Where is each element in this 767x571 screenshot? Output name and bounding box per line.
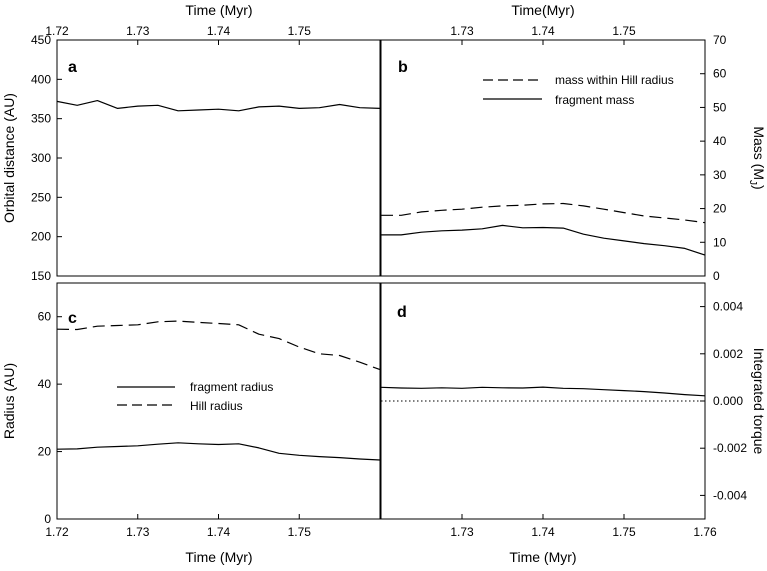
y-axis-title-integrated-torque: Integrated torque bbox=[751, 348, 767, 455]
panel-d-ytick-label: 0.002 bbox=[713, 347, 743, 361]
panel-d-ytick-label: 0.000 bbox=[713, 394, 743, 408]
panel-a-ytick-label: 400 bbox=[31, 72, 51, 86]
panel-b-series-mass-within-hill-radius bbox=[381, 202, 706, 224]
legend-b-fragment-mass: fragment mass bbox=[555, 93, 634, 107]
mass-label-sub: J bbox=[747, 180, 758, 185]
top-x-axis-title-right: Time(Myr) bbox=[511, 2, 574, 18]
panel-b-top-xtick-label: 1.73 bbox=[450, 24, 474, 38]
panel-b-series-fragment-mass bbox=[381, 224, 706, 256]
panel-b-top-xtick-label: 1.74 bbox=[531, 24, 555, 38]
panel-a-series-orbital-distance bbox=[56, 99, 381, 112]
panel-c-ytick-label: 60 bbox=[38, 310, 52, 324]
panel-d-xtick-label: 1.75 bbox=[612, 525, 636, 539]
panel-a-top-xtick-label: 1.72 bbox=[45, 24, 69, 38]
panel-c-xtick-label: 1.75 bbox=[288, 525, 312, 539]
panel-b-ytick-label: 0 bbox=[713, 269, 720, 283]
legend-c-hill-radius: Hill radius bbox=[190, 399, 243, 413]
panel-b-ytick-label: 10 bbox=[713, 235, 727, 249]
panel-a-ytick-label: 200 bbox=[31, 230, 51, 244]
mass-label-main: Mass (M bbox=[751, 126, 767, 180]
legend-panel-b: mass within Hill radius fragment mass bbox=[483, 73, 674, 107]
panel-d-ytick-label: 0.004 bbox=[713, 300, 743, 314]
panel-c-xtick-label: 1.72 bbox=[45, 525, 69, 539]
legend-panel-c: fragment radius Hill radius bbox=[117, 380, 273, 413]
panel-a-ytick-label: 150 bbox=[31, 269, 51, 283]
panel-d-label: d bbox=[397, 304, 407, 321]
legend-b-mass-within-hill-radius: mass within Hill radius bbox=[555, 73, 674, 87]
bottom-x-axis-title-right: Time (Myr) bbox=[509, 549, 576, 565]
panel-d-ytick-label: -0.004 bbox=[713, 488, 747, 502]
axis-ticks bbox=[56, 39, 706, 520]
panel-a-ytick-label: 250 bbox=[31, 190, 51, 204]
panel-a-ytick-label: 350 bbox=[31, 112, 51, 126]
bottom-x-axis-title-left: Time (Myr) bbox=[185, 549, 252, 565]
top-x-axis-title-left: Time (Myr) bbox=[185, 2, 252, 18]
panel-c-xtick-label: 1.73 bbox=[126, 525, 150, 539]
panel-b-ytick-label: 30 bbox=[713, 168, 727, 182]
panel-c-series-fragment-radius bbox=[56, 442, 381, 461]
panel-d-ytick-label: -0.002 bbox=[713, 441, 747, 455]
panel-b-top-xtick-label: 1.75 bbox=[612, 24, 636, 38]
panel-a-top-xtick-label: 1.75 bbox=[288, 24, 312, 38]
panel-c-label: c bbox=[68, 310, 77, 327]
panel-b-label: b bbox=[398, 59, 408, 76]
panel-c-xtick-label: 1.74 bbox=[207, 525, 231, 539]
panel-a-ytick-label: 450 bbox=[31, 33, 51, 47]
panel-a-ytick-label: 300 bbox=[31, 151, 51, 165]
panel-a-frame bbox=[56, 39, 381, 277]
y-axis-title-mass: Mass (MJ) bbox=[747, 126, 767, 189]
panel-d-xtick-label: 1.74 bbox=[531, 525, 555, 539]
panel-c-ytick-label: 0 bbox=[44, 512, 51, 526]
panel-c-series-hill-radius bbox=[56, 320, 381, 371]
panel-c-ytick-label: 20 bbox=[38, 445, 52, 459]
panel-b-ytick-label: 60 bbox=[713, 67, 727, 81]
legend-c-fragment-radius: fragment radius bbox=[190, 380, 273, 394]
panel-a-label: a bbox=[68, 59, 77, 76]
panel-b-ytick-label: 20 bbox=[713, 202, 727, 216]
panel-a-top-xtick-label: 1.73 bbox=[126, 24, 150, 38]
panel-d-xtick-label: 1.76 bbox=[693, 525, 717, 539]
panel-c-ytick-label: 40 bbox=[38, 377, 52, 391]
mass-label-end: ) bbox=[751, 185, 767, 190]
panel-d-xtick-label: 1.73 bbox=[450, 525, 474, 539]
y-axis-title-radius: Radius (AU) bbox=[1, 363, 17, 439]
panel-b-ytick-label: 70 bbox=[713, 33, 727, 47]
panel-b-ytick-label: 40 bbox=[713, 134, 727, 148]
data-curves bbox=[56, 99, 706, 461]
y-axis-title-orbital-distance: Orbital distance (AU) bbox=[1, 93, 17, 223]
panel-b-ytick-label: 50 bbox=[713, 100, 727, 114]
panel-a-top-xtick-label: 1.74 bbox=[207, 24, 231, 38]
panel-d-series-integrated-torque bbox=[380, 386, 706, 397]
